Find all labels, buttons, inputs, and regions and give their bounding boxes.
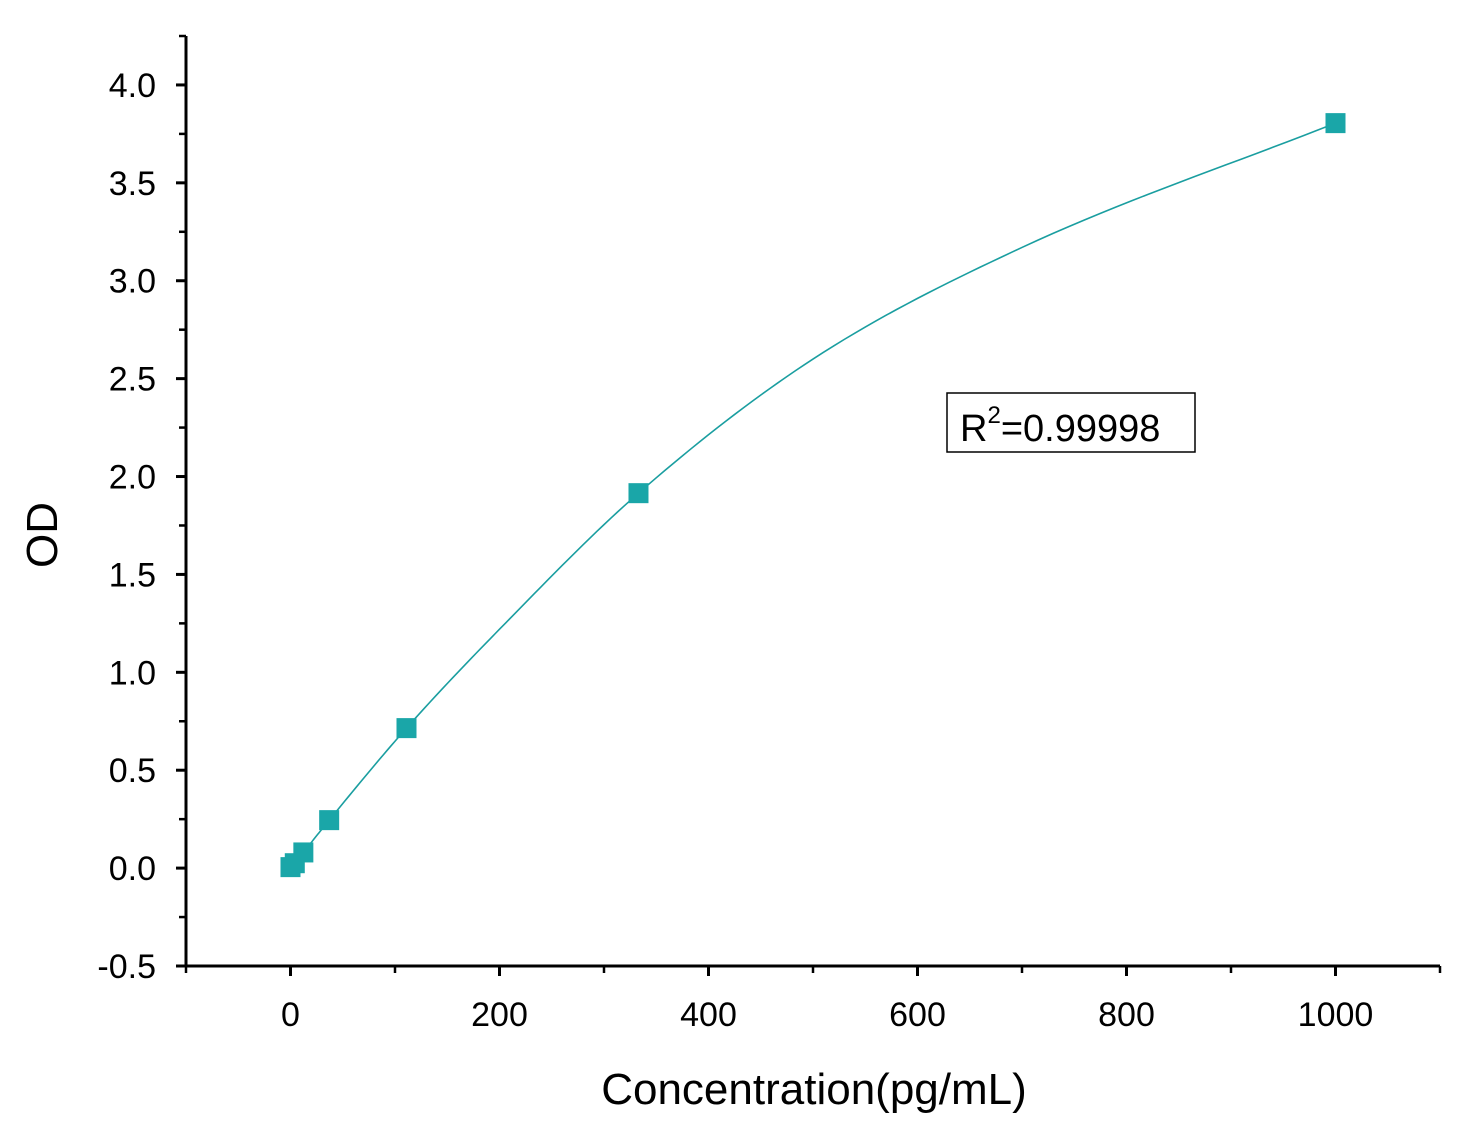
y-tick-label: 1.5: [109, 556, 156, 594]
annotation-base: R: [960, 408, 987, 450]
data-point: [628, 483, 649, 504]
y-tick-label: 3.5: [109, 165, 156, 203]
x-tick-label: 1000: [1298, 996, 1374, 1034]
y-tick-label: 0.0: [109, 850, 156, 888]
x-tick-label: 600: [889, 996, 946, 1034]
annotation-value: =0.99998: [1001, 408, 1161, 450]
axis-ticks: 0 200 400 600 800 1000 -0.5 0.0 0.5 1.0 1.5 2.0 2.5 3…: [97, 34, 1442, 1034]
annotation-superscript: 2: [987, 402, 1000, 429]
data-point: [319, 810, 340, 831]
x-tick-label: 0: [281, 996, 300, 1034]
data-point: [396, 718, 417, 739]
y-axis-title: OD: [18, 502, 67, 568]
annotation-box: [946, 392, 1196, 453]
fit-curve: [289, 122, 1336, 868]
y-tick-label: 0.5: [109, 752, 156, 790]
r-squared-annotation: R2=0.99998: [946, 392, 1196, 453]
fit-curve-layer: [289, 122, 1336, 868]
y-tick-label: 1.0: [109, 654, 156, 692]
data-point: [293, 842, 314, 863]
y-tick-label: 2.5: [109, 361, 156, 399]
x-tick-label: 200: [471, 996, 528, 1034]
annotation-text: R2=0.99998: [960, 402, 1160, 450]
y-tick-label: 2.0: [109, 459, 156, 497]
y-tick-label: 4.0: [109, 67, 156, 105]
data-point: [1325, 113, 1346, 134]
axes: [184, 36, 1440, 968]
x-axis-title: Concentration(pg/mL): [601, 1065, 1027, 1114]
data-points: [280, 113, 1346, 878]
x-tick-label: 800: [1098, 996, 1155, 1034]
y-tick-label: 3.0: [109, 263, 156, 301]
x-tick-label: 400: [680, 996, 737, 1034]
y-tick-label: -0.5: [97, 948, 156, 986]
